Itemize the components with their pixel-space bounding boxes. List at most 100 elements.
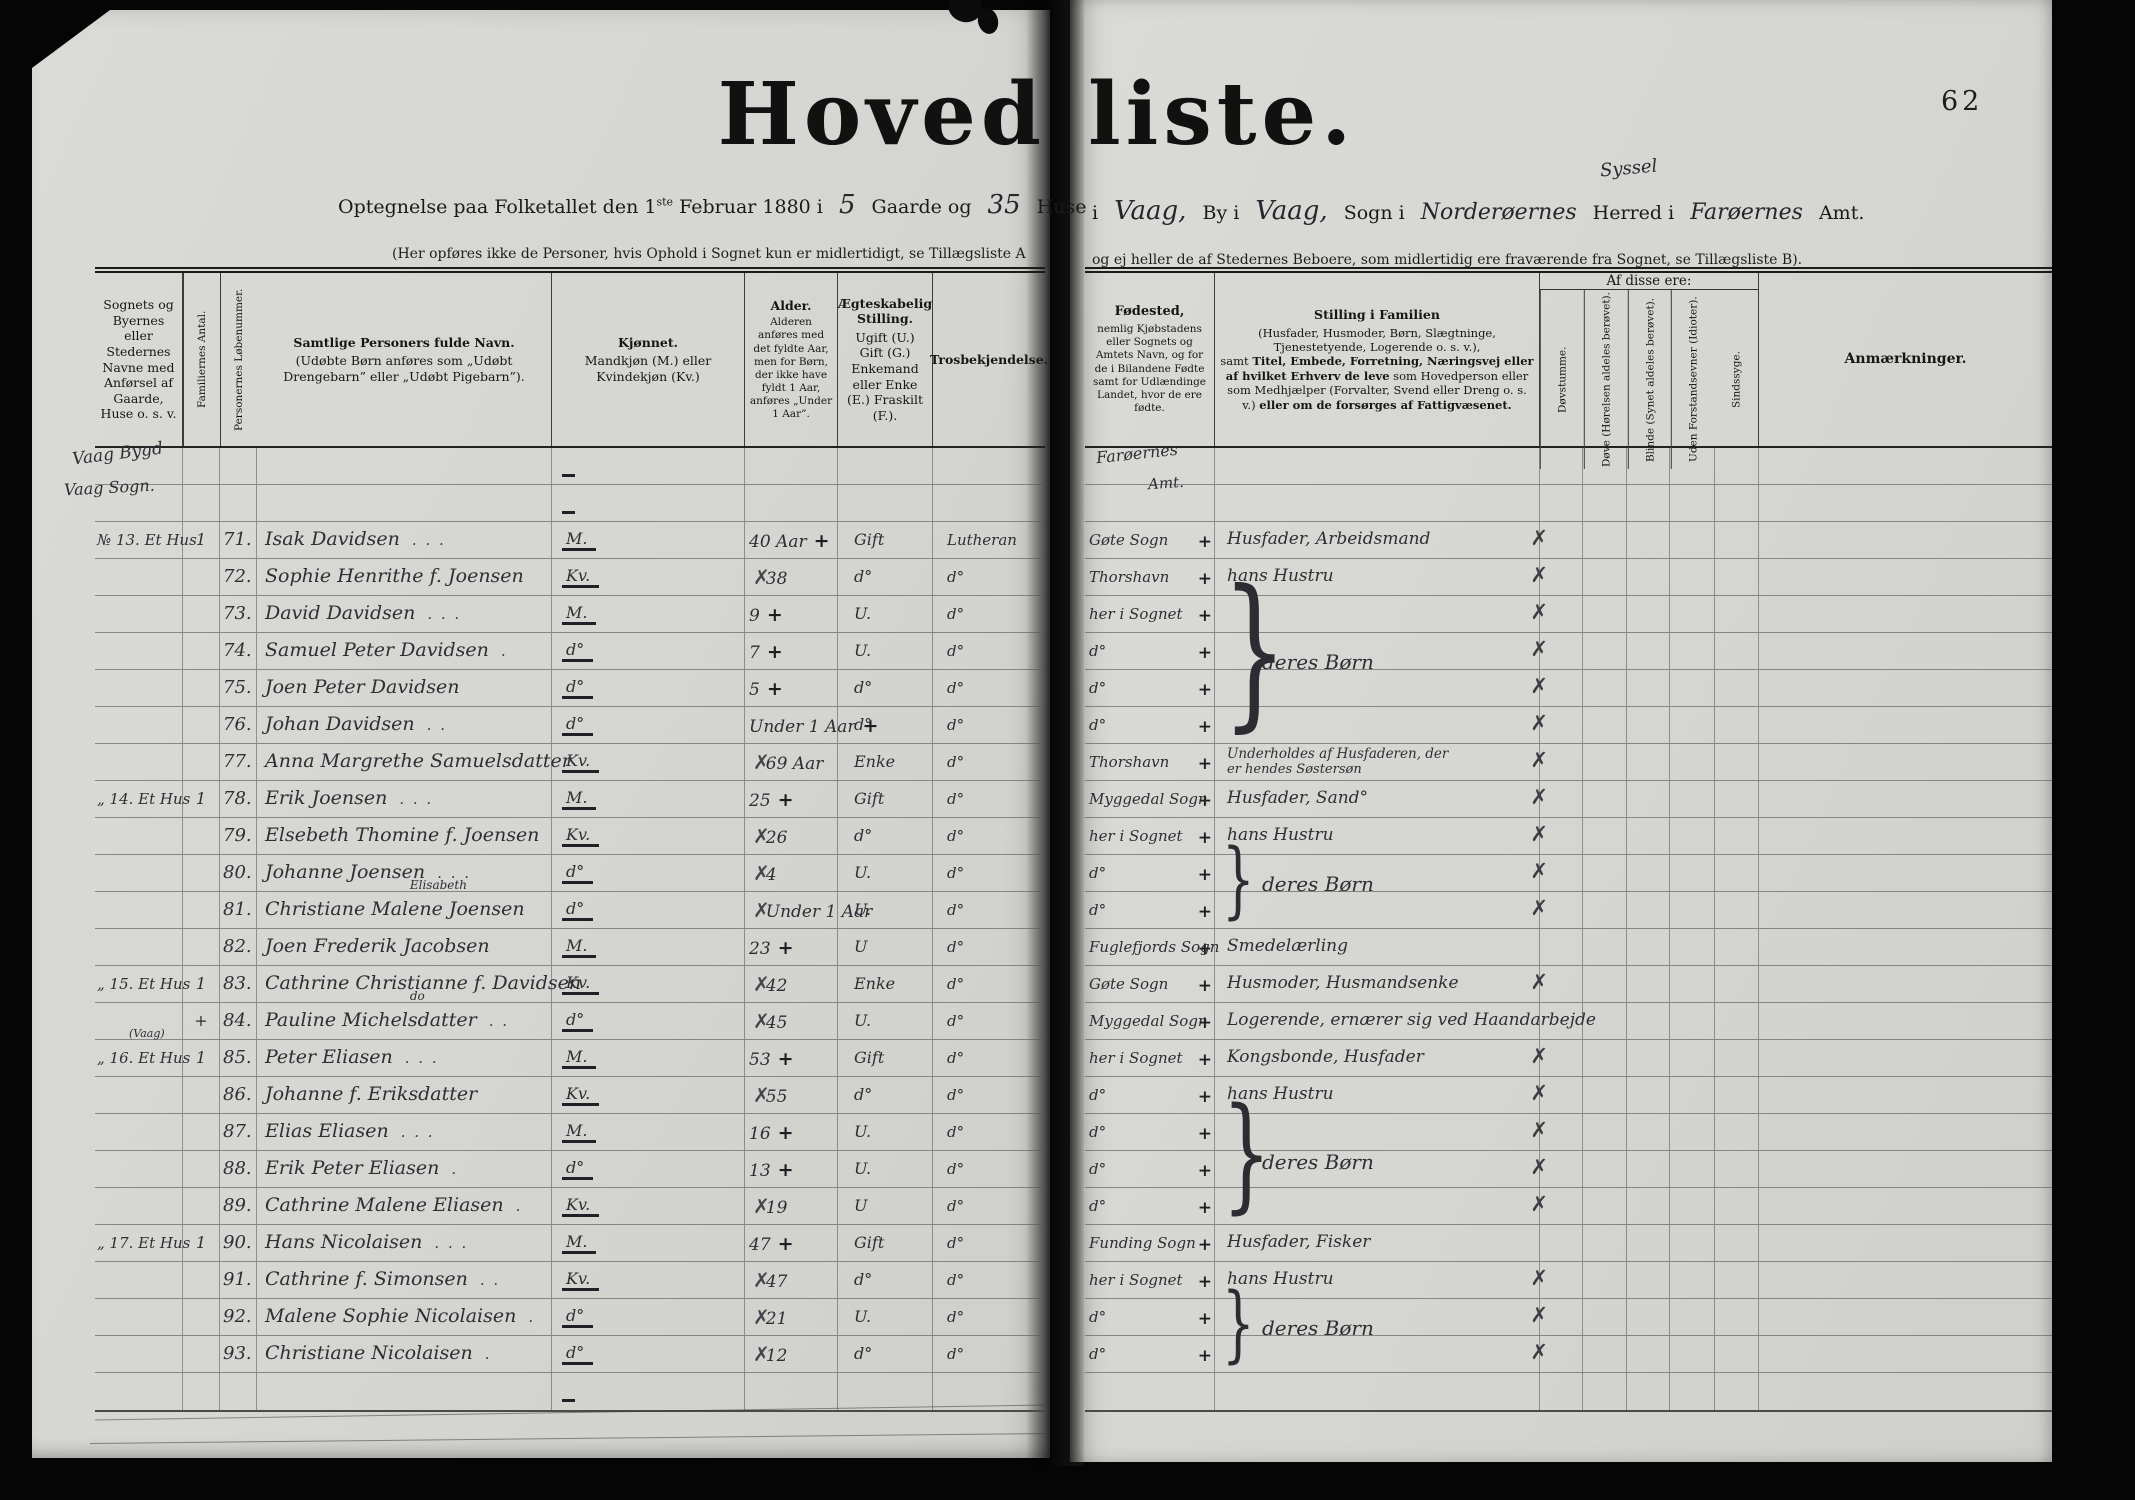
name-value: Johanne f. Eriksdatter	[265, 1083, 478, 1105]
cell-family-count	[183, 892, 220, 928]
position-text: Husmoder, Husmandsenke	[1227, 966, 1539, 1002]
cell-marital-status: U.	[838, 855, 933, 891]
cell-position: ✗	[1215, 1299, 1548, 1335]
cell-sex: Kv.	[552, 1262, 745, 1298]
table-row: 89. Cathrine Malene Eliasen. Kv. ✗19 U d…	[95, 1188, 1045, 1225]
cell-blind	[1627, 1373, 1670, 1410]
age-value: 19	[765, 1198, 788, 1218]
header-text: Ægteskabelig Stilling.	[837, 295, 933, 327]
subtitle-text: Februar 1880 i	[673, 196, 823, 218]
cell-birthplace: d° +	[1085, 670, 1215, 706]
cell-sex: M.	[552, 596, 745, 632]
cell-sex	[552, 1373, 745, 1410]
cell-insane	[1715, 1077, 1759, 1113]
cell-name: Malene Sophie Nicolaisen.	[257, 1299, 552, 1335]
ordinal-sup: ste	[656, 195, 674, 209]
sex-value: Kv.	[562, 1084, 600, 1106]
birthplace-check-mark: +	[1197, 1309, 1212, 1329]
cell-religion: d°	[947, 1086, 965, 1104]
cell-blind	[1627, 633, 1670, 669]
cell-sex: d°	[552, 1299, 745, 1335]
name-value: Isak Davidsen	[265, 528, 400, 550]
cell-deafmute	[1540, 1188, 1583, 1224]
position-text	[1227, 1114, 1539, 1150]
cell-religion: d°	[947, 1197, 965, 1215]
col-header-person-number: Personernes Løbenummer.	[220, 273, 257, 446]
sex-value: d°	[562, 677, 594, 699]
dotted-leader: . . .	[404, 1049, 439, 1067]
subtitle-left: Optegnelse paa Folketallet den 1ste Febr…	[338, 190, 1087, 220]
age-check-mark: +	[777, 1159, 794, 1181]
cell-name: Elias Eliasen . . .	[257, 1114, 552, 1150]
birthplace-check-mark: +	[1197, 1346, 1212, 1366]
age-check-mark: +	[766, 604, 783, 626]
cell-family-count	[183, 744, 220, 780]
table-row: her i Sognet + hans Hustru ✗	[1085, 818, 2052, 855]
cell-blind	[1627, 1077, 1670, 1113]
cell-position: ✗	[1215, 596, 1548, 632]
handwritten-amt-name: Farøernes	[1690, 200, 1803, 225]
sex-value: Kv.	[562, 566, 600, 588]
cell-position: Husfader, Sand° ✗	[1215, 781, 1548, 817]
cell-sex: d°	[552, 1151, 745, 1187]
birthplace-value: d°	[1089, 642, 1107, 660]
position-text: hans Hustru	[1227, 1077, 1539, 1113]
dotted-leader: . .	[479, 1271, 501, 1289]
birthplace-check-mark: +	[1197, 1235, 1212, 1255]
cell-name: Johan Davidsen . .	[257, 707, 552, 743]
name-value: Elias Eliasen	[265, 1120, 389, 1142]
table-row: d° + ✗	[1085, 633, 2052, 670]
left-page	[32, 10, 1050, 1458]
cell-insane	[1715, 1373, 1759, 1410]
cell-insane	[1715, 1040, 1759, 1076]
cell-name: Samuel Peter Davidsen.	[257, 633, 552, 669]
table-row: 76. Johan Davidsen . . d° Under 1 Aar + d°…	[95, 707, 1045, 744]
cell-marital-status: Gift	[838, 781, 933, 817]
table-row: d° + ✗	[1085, 1114, 2052, 1151]
cell-birthplace: d° +	[1085, 1114, 1215, 1150]
cell-insane	[1715, 1225, 1759, 1261]
cell-deafmute	[1540, 448, 1583, 484]
position-text: Husfader, Arbeidsmand	[1227, 522, 1539, 558]
birthplace-value: d°	[1089, 1197, 1107, 1215]
cell-marital-status: U	[838, 929, 933, 965]
col-header-faith: Trosbekjendelse.	[930, 273, 1048, 446]
age-value: 7	[749, 643, 760, 663]
position-text	[1227, 448, 1539, 484]
cell-remarks	[1759, 1188, 2052, 1224]
position-line1: Husfader, Arbeidsmand	[1227, 529, 1431, 550]
sex-value	[562, 492, 575, 514]
cell-sex	[552, 485, 745, 521]
age-value: 23	[749, 939, 771, 959]
position-line1: Kongsbonde, Husfader	[1227, 1047, 1424, 1068]
cell-birthplace: Gøte Sogn +	[1085, 966, 1215, 1002]
cell-remarks	[1759, 559, 2052, 595]
age-value: 21	[765, 1309, 788, 1329]
cell-religion: d°	[947, 1271, 965, 1289]
cell-family-count	[183, 633, 220, 669]
cell-person-number: 81.	[220, 892, 257, 928]
cell-insane	[1715, 744, 1759, 780]
cell-insane	[1715, 485, 1759, 521]
name-value: Sophie Henrithe f. Joensen	[265, 565, 524, 587]
cell-birthplace: d° +	[1085, 707, 1215, 743]
cell-blind	[1627, 892, 1670, 928]
header-text: Sognets og Byernes eller Stedernes Navne…	[100, 297, 177, 422]
cell-deafmute	[1540, 818, 1583, 854]
handwritten-huse-count: 35	[987, 190, 1021, 220]
cell-remarks	[1759, 1262, 2052, 1298]
cell-position: Underholdes af Husfaderen, der er hendes …	[1215, 744, 1548, 780]
dotted-leader: . . .	[427, 605, 462, 623]
cell-idiot	[1670, 1299, 1715, 1335]
subtitle-text: Amt.	[1818, 202, 1865, 224]
cell-position: ✗	[1215, 633, 1548, 669]
cell-deaf	[1583, 1225, 1627, 1261]
cell-sex: Kv.	[552, 818, 745, 854]
header-text: Kjønnet.	[618, 334, 678, 350]
position-line1: hans Hustru	[1227, 1269, 1334, 1290]
cell-age: ✗12	[745, 1336, 838, 1372]
cell-idiot	[1670, 559, 1715, 595]
col-header-family-count: Familiernes Antal.	[183, 273, 220, 446]
sex-value: Kv.	[562, 751, 600, 773]
cell-remarks	[1759, 633, 2052, 669]
